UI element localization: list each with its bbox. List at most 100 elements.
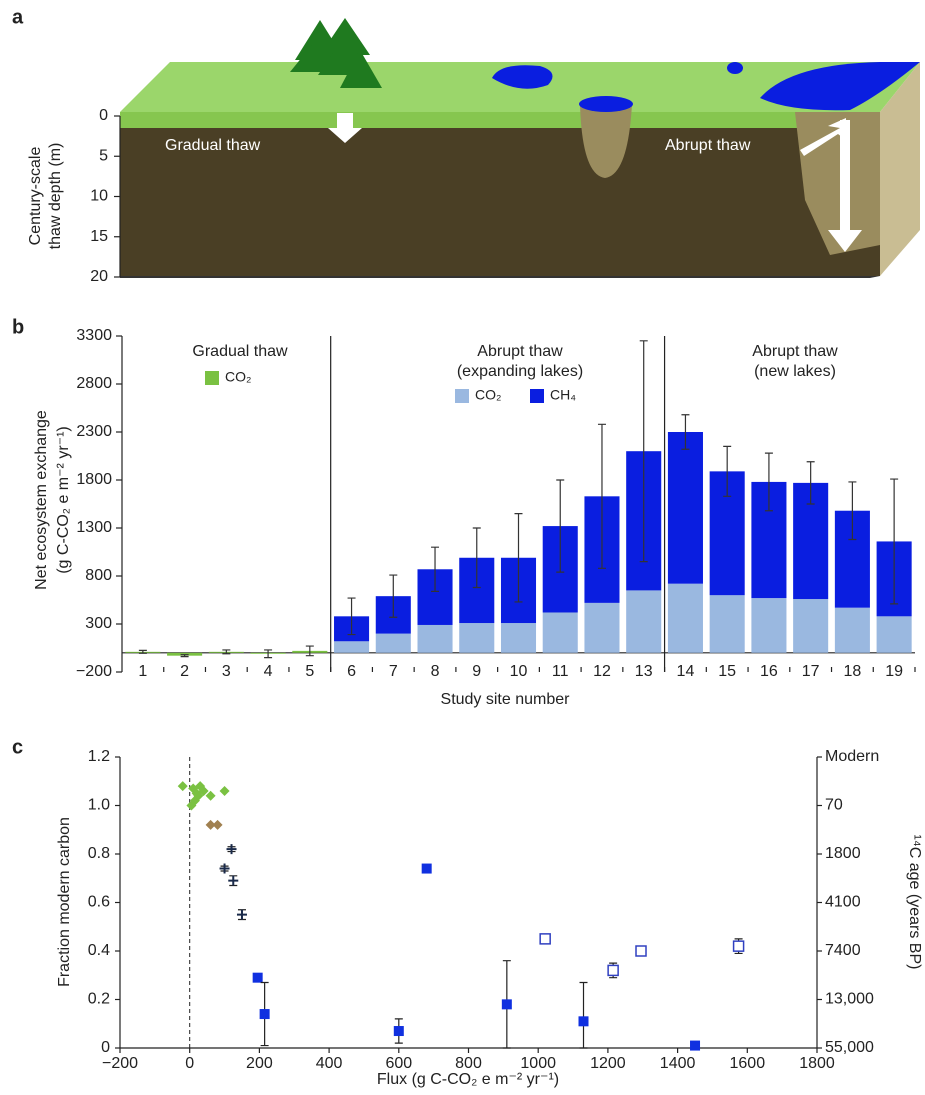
x-tick-label: 1600	[730, 1055, 766, 1072]
bar	[626, 590, 661, 652]
x-tick-label: 1000	[520, 1055, 556, 1072]
bar	[751, 598, 786, 653]
legend-label: CH₄	[550, 387, 576, 403]
x-tick-label: 19	[885, 663, 903, 680]
y-axis-label: thaw depth (m)	[47, 143, 64, 250]
y-tick-label: 1.0	[88, 797, 110, 814]
point	[213, 820, 223, 830]
y-tick-label: 0	[101, 1039, 110, 1056]
y-tick-label: 3300	[76, 327, 112, 344]
bar	[835, 608, 870, 653]
x-tick-label: 16	[760, 663, 778, 680]
panel-label: a	[12, 6, 24, 28]
point	[636, 946, 646, 956]
y-tick-label: 800	[85, 567, 112, 584]
bar	[459, 623, 494, 653]
legend-swatch	[205, 371, 219, 385]
x-tick-label: 13	[635, 663, 653, 680]
point	[394, 1026, 404, 1036]
y2-tick-label: 7400	[825, 942, 861, 959]
x-tick-label: 9	[472, 663, 481, 680]
y-tick-label: 0.4	[88, 942, 110, 959]
bar	[668, 432, 703, 584]
y2-tick-label: 13,000	[825, 991, 874, 1008]
y-axis-label: (g C-CO₂ e m⁻² yr⁻¹)	[55, 426, 72, 574]
point	[228, 876, 238, 886]
x-tick-label: 1200	[590, 1055, 626, 1072]
x-tick-label: 4	[264, 663, 273, 680]
y-tick-label: 1300	[76, 519, 112, 536]
x-tick-label: 1400	[660, 1055, 696, 1072]
y-tick-label: 15	[90, 228, 108, 245]
y-tick-label: 300	[85, 615, 112, 632]
x-axis-label: Study site number	[441, 691, 571, 708]
x-tick-label: 17	[802, 663, 820, 680]
figure: a b c Gradual thaw Abrupt thaw Study sit…	[0, 0, 925, 1090]
y2-tick-label: 55,000	[825, 1039, 874, 1056]
y-tick-label: 0.2	[88, 991, 110, 1008]
x-tick-label: 11	[552, 663, 569, 680]
legend-label: CO₂	[475, 387, 501, 403]
x-tick-label: 8	[431, 663, 440, 680]
y-tick-label: 0.8	[88, 845, 110, 862]
x-tick-label: 12	[593, 663, 611, 680]
y-tick-label: 1.2	[88, 748, 110, 765]
y2-tick-label: Modern	[825, 748, 879, 765]
x-tick-label: 2	[180, 663, 189, 680]
x-tick-label: 3	[222, 663, 231, 680]
x-tick-label: 200	[246, 1055, 273, 1072]
y-axis-label: Net ecosystem exchange	[33, 410, 50, 590]
bar	[710, 595, 745, 653]
annotation: Gradual thaw	[165, 137, 261, 154]
panel-label: b	[12, 316, 24, 338]
group-title: Gradual thaw	[192, 343, 288, 360]
y-axis-label: Fraction modern carbon	[56, 817, 73, 987]
panel-label: c	[12, 736, 23, 758]
y2-tick-label: 1800	[825, 845, 861, 862]
x-tick-label: 400	[316, 1055, 343, 1072]
bar	[334, 641, 369, 653]
x-tick-label: −200	[102, 1055, 138, 1072]
point	[540, 934, 550, 944]
y2-tick-label: 70	[825, 797, 843, 814]
x-tick-label: 15	[718, 663, 736, 680]
point	[227, 844, 237, 854]
y-tick-label: 10	[90, 188, 108, 205]
x-tick-label: 18	[843, 663, 861, 680]
x-tick-label: 7	[389, 663, 398, 680]
x-tick-label: 10	[510, 663, 528, 680]
y-tick-label: 2800	[76, 375, 112, 392]
point	[220, 786, 230, 796]
group-title: (new lakes)	[754, 363, 836, 380]
x-tick-label: 5	[305, 663, 314, 680]
x-tick-label: 800	[455, 1055, 482, 1072]
point	[178, 781, 188, 791]
bar	[877, 616, 912, 652]
y-tick-label: 1800	[76, 471, 112, 488]
bar	[501, 623, 536, 653]
error-bar	[222, 650, 230, 654]
x-tick-label: 1800	[799, 1055, 835, 1072]
y-axis-label: Century-scale	[27, 147, 44, 246]
legend-label: CO₂	[225, 369, 251, 385]
point	[237, 910, 247, 920]
x-tick-label: 14	[677, 663, 695, 680]
bar	[584, 603, 619, 653]
y-tick-label: −200	[76, 663, 112, 680]
group-title: Abrupt thaw	[752, 343, 838, 360]
x-tick-label: 0	[185, 1055, 194, 1072]
point	[253, 973, 263, 983]
point	[608, 965, 618, 975]
y2-axis-label: ¹⁴C age (years BP)	[906, 835, 923, 970]
bar	[668, 584, 703, 653]
point	[220, 864, 230, 874]
point	[734, 941, 744, 951]
y-tick-label: 20	[90, 268, 108, 285]
point	[260, 1009, 270, 1019]
y-tick-label: 5	[99, 147, 108, 164]
x-tick-label: 6	[347, 663, 356, 680]
legend-swatch	[530, 389, 544, 403]
x-axis-label: Flux (g C-CO₂ e m⁻² yr⁻¹)	[377, 1071, 559, 1088]
y-tick-label: 2300	[76, 423, 112, 440]
x-tick-label: 1	[138, 663, 147, 680]
